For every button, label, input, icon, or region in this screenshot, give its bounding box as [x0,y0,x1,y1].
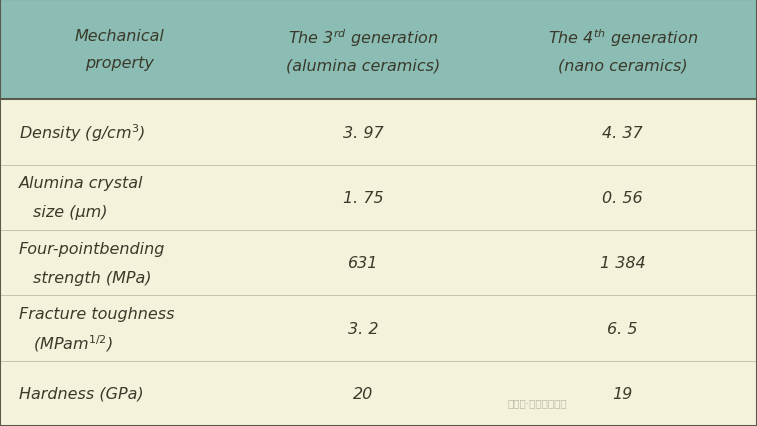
Text: The 3$^{rd}$ generation
(alumina ceramics): The 3$^{rd}$ generation (alumina ceramic… [286,27,441,73]
Text: 4. 37: 4. 37 [603,125,643,140]
Bar [0,0,757,100]
Text: Density (g/cm$^3$): Density (g/cm$^3$) [19,122,145,144]
Text: 3. 97: 3. 97 [343,125,384,140]
Bar [0,100,757,426]
Text: (MPam$^{1/2}$): (MPam$^{1/2}$) [33,332,113,353]
Text: Alumina crystal: Alumina crystal [19,176,143,191]
Text: 19: 19 [612,386,633,401]
Text: Four-pointbending: Four-pointbending [19,241,165,256]
Text: 3. 2: 3. 2 [348,321,378,336]
Text: 6. 5: 6. 5 [607,321,638,336]
Text: The 4$^{th}$ generation
(nano ceramics): The 4$^{th}$ generation (nano ceramics) [547,27,698,73]
Text: 1. 75: 1. 75 [343,190,384,205]
Text: Mechanical
property: Mechanical property [74,29,164,71]
Text: 631: 631 [348,256,378,271]
Text: 20: 20 [354,386,373,401]
Text: 0. 56: 0. 56 [603,190,643,205]
Text: Hardness (GPa): Hardness (GPa) [19,386,144,401]
Text: strength (MPa): strength (MPa) [33,270,151,285]
Text: Fracture toughness: Fracture toughness [19,306,174,321]
Text: size (μm): size (μm) [33,205,107,220]
Text: 1 384: 1 384 [600,256,646,271]
Text: 公众号·陶瓷科技视野: 公众号·陶瓷科技视野 [508,397,567,408]
